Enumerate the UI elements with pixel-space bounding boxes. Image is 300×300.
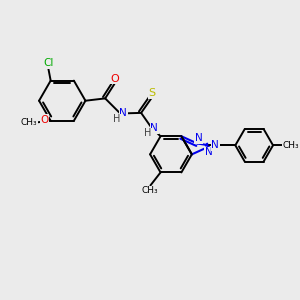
Text: N: N <box>119 108 127 118</box>
Text: CH₃: CH₃ <box>283 141 299 150</box>
Text: N: N <box>195 133 203 143</box>
Text: CH₃: CH₃ <box>21 118 38 127</box>
Text: S: S <box>148 88 155 98</box>
Text: H: H <box>113 114 121 124</box>
Text: O: O <box>40 115 48 124</box>
Text: H: H <box>144 128 152 138</box>
Text: CH₃: CH₃ <box>142 186 158 195</box>
Text: O: O <box>111 74 119 84</box>
Text: N: N <box>205 147 213 157</box>
Text: N: N <box>211 140 219 150</box>
Text: Cl: Cl <box>43 58 53 68</box>
Text: N: N <box>150 123 158 133</box>
